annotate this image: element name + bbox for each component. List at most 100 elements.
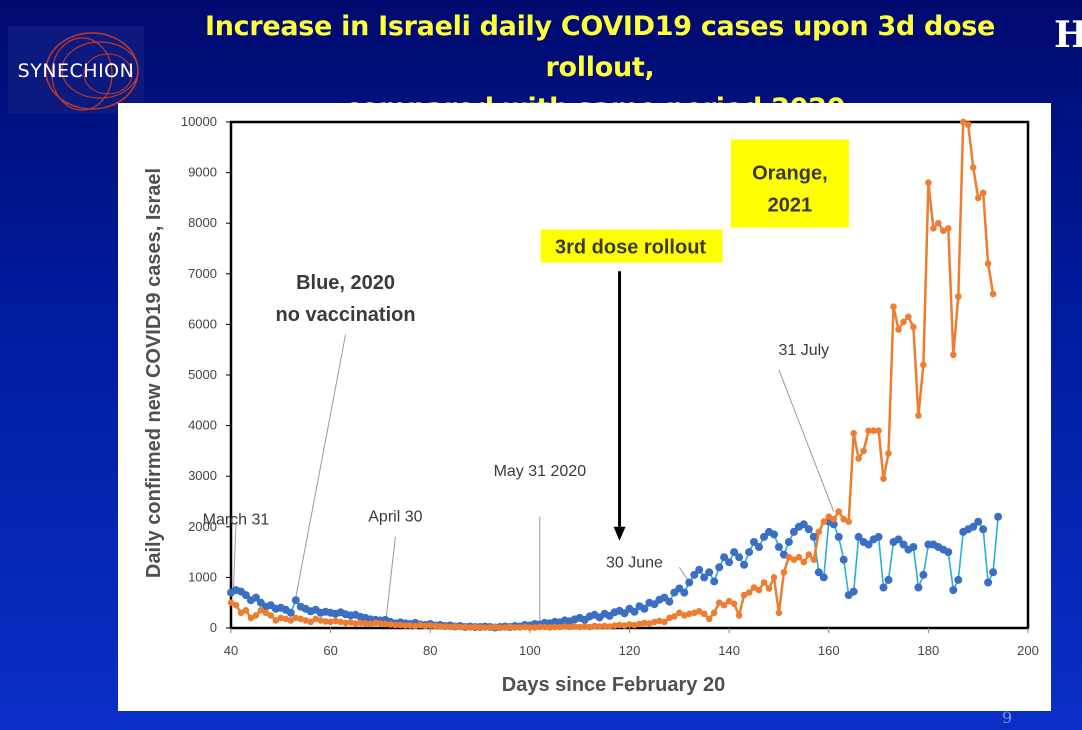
rollout-arrow-head	[613, 526, 626, 541]
blue-data-point	[665, 597, 674, 606]
orange-data-point	[830, 515, 837, 523]
blue-data-point	[789, 527, 798, 536]
orange-data-point	[860, 447, 867, 455]
orange-data-point	[676, 609, 683, 617]
orange-data-point	[875, 427, 882, 435]
blue-data-point	[690, 570, 699, 579]
blue-data-point	[819, 573, 828, 582]
blue-data-point	[879, 583, 888, 592]
orange-data-point	[461, 623, 469, 631]
blue-data-point	[630, 607, 639, 616]
orange-data-point	[700, 610, 708, 618]
orange-data-point	[382, 620, 389, 628]
annotation-label: May 31 2020	[494, 463, 587, 480]
blue-data-point	[750, 538, 758, 546]
blue-data-point	[725, 558, 734, 567]
orange-data-point	[671, 613, 678, 620]
orange-data-point	[287, 617, 295, 624]
blue-data-point	[989, 568, 998, 577]
blue-data-point	[974, 517, 983, 526]
blue-data-point	[849, 587, 858, 596]
annotation-label-3rd-dose: 3rd dose rollout	[555, 237, 706, 259]
blue-data-point	[894, 535, 903, 544]
orange-data-point	[586, 623, 593, 631]
x-axis-label: Days since February 20	[502, 674, 725, 696]
y-tick-label: 6000	[188, 316, 217, 331]
blue-data-point	[680, 588, 689, 597]
orange-data-point	[476, 624, 484, 631]
blue-data-point	[839, 555, 848, 564]
orange-data-point	[800, 558, 808, 566]
orange-data-point	[815, 528, 823, 536]
orange-data-point	[427, 622, 434, 629]
y-tick-label: 5000	[188, 367, 217, 382]
blue-data-point	[899, 540, 908, 549]
blue-data-point	[705, 568, 714, 577]
blue-data-point	[969, 522, 978, 531]
blue-data-point	[994, 512, 1003, 521]
annotation-label: March 31	[203, 511, 270, 528]
orange-data-point	[342, 619, 349, 627]
orange-data-point	[312, 615, 319, 623]
y-tick-label: 3000	[188, 468, 217, 483]
blue-data-point	[774, 543, 783, 551]
orange-data-point	[526, 624, 534, 631]
orange-data-point	[715, 599, 723, 606]
orange-data-point	[730, 600, 738, 607]
blue-data-point	[829, 520, 838, 529]
y-tick-label: 7000	[188, 266, 217, 281]
x-tick-label: 160	[818, 643, 840, 658]
blue-data-point	[291, 596, 300, 605]
orange-data-point	[412, 622, 419, 630]
orange-data-point	[765, 585, 773, 592]
orange-data-point	[915, 412, 922, 419]
orange-data-point	[795, 553, 803, 561]
blue-data-point	[715, 563, 724, 572]
orange-data-point	[910, 323, 917, 331]
blue-data-point	[909, 543, 918, 551]
blue-data-point	[809, 532, 818, 541]
orange-data-point	[456, 623, 464, 631]
orange-data-point	[930, 225, 937, 232]
orange-data-point	[616, 621, 623, 629]
orange-data-point	[725, 597, 733, 605]
blue-data-point	[884, 575, 893, 584]
orange-data-point	[606, 623, 613, 630]
orange-data-point	[441, 623, 449, 630]
y-tick-label: 9000	[188, 165, 217, 180]
annotation-label-blue-2020: Blue, 2020	[296, 272, 395, 294]
blue-data-point	[700, 573, 709, 582]
orange-data-point	[745, 589, 753, 596]
orange-data-point	[227, 599, 235, 606]
orange-data-point	[352, 620, 359, 627]
blue-data-point	[770, 530, 778, 539]
orange-data-point	[880, 475, 887, 483]
orange-data-point	[925, 179, 932, 186]
orange-data-point	[506, 623, 514, 631]
orange-data-point	[402, 622, 409, 629]
x-tick-label: 180	[918, 643, 940, 658]
orange-data-point	[596, 623, 603, 630]
blue-data-point	[834, 532, 843, 541]
blue-data-point	[874, 532, 883, 541]
orange-data-point	[890, 303, 897, 310]
annotation-label: 30 June	[606, 554, 663, 571]
orange-data-point	[307, 618, 314, 626]
y-tick-label: 4000	[188, 418, 217, 433]
orange-data-point	[397, 621, 404, 629]
orange-data-point	[247, 614, 255, 622]
blue-data-point	[685, 578, 694, 587]
orange-data-point	[785, 553, 793, 561]
annotation-leader-line	[384, 536, 396, 626]
orange-data-point	[810, 556, 818, 563]
orange-data-point	[895, 326, 902, 333]
orange-data-point	[536, 623, 544, 631]
orange-data-point	[387, 621, 394, 628]
orange-data-point	[611, 622, 618, 629]
orange-data-point	[451, 623, 459, 630]
orange-data-point	[392, 621, 399, 629]
blue-data-point	[979, 525, 988, 534]
orange-data-point	[651, 618, 658, 626]
orange-data-point	[511, 624, 519, 631]
orange-data-point	[541, 623, 549, 631]
